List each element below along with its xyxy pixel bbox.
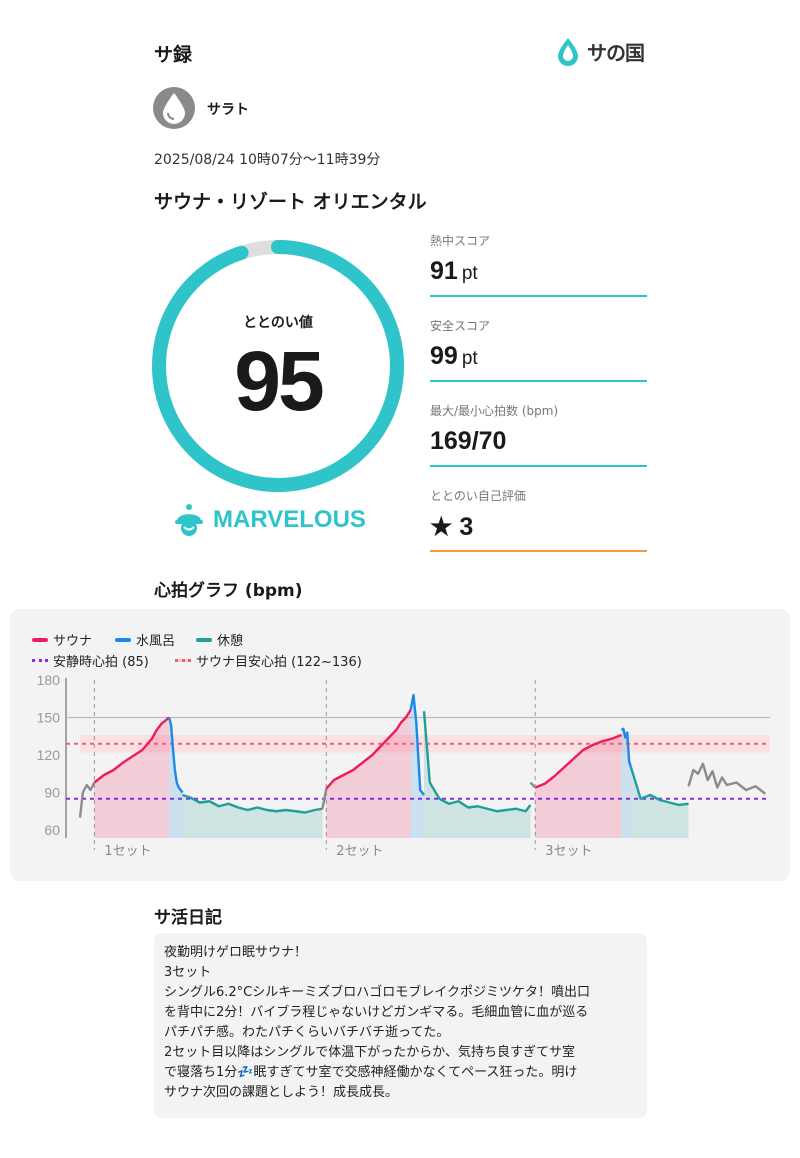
score-value: 95 [234, 334, 324, 428]
stat-value: ★ 3 [430, 513, 474, 541]
series-line-other [78, 781, 96, 818]
visit-datetime: 2025/08/24 10時07分〜11時39分 [154, 152, 381, 168]
target-range-band [80, 735, 770, 753]
diary-line: を背中に2分！バイブラ程じゃないけどガンギマる。毛細血管に血が巡る [164, 1005, 589, 1020]
series-line-sauna [534, 733, 622, 789]
y-tick-label: 120 [37, 747, 61, 763]
legend-swatch [32, 637, 48, 642]
series-line-sauna [325, 709, 412, 790]
legend-label: 休憩 [217, 634, 244, 649]
stat-heart-rate: 最大/最小心拍数 (bpm) 169/70 [430, 402, 647, 467]
y-tick-label: 150 [37, 710, 61, 726]
legend-label: 安静時心拍 (85) [53, 655, 149, 670]
y-tick-label: 90 [44, 785, 60, 801]
page-title: サ録 [154, 44, 193, 66]
score-ring [152, 240, 404, 492]
legend-label: サウナ目安心拍 (122~136) [196, 655, 362, 670]
legend-rest: 休憩 [196, 630, 243, 649]
set-label: 3セット [545, 844, 592, 859]
series-line-rest [629, 767, 689, 807]
set-label: 2セット [336, 844, 383, 859]
legend-label: サウナ [53, 634, 93, 649]
drop-icon [558, 38, 578, 66]
diary-line: サウナ次回の課題としよう！成長成長。 [164, 1085, 399, 1100]
score-ring-progress [152, 240, 404, 492]
stat-value: 99 [430, 342, 458, 370]
legend-cold-bath: 水風呂 [115, 630, 175, 649]
series-area [410, 695, 425, 838]
stat-heat-score: 熱中スコア 91 pt [430, 232, 647, 297]
drop-icon [163, 93, 185, 124]
legend-swatch [115, 637, 131, 642]
stat-label: 熱中スコア [430, 234, 491, 248]
stat-label: 安全スコア [430, 319, 491, 333]
y-tick-label: 60 [44, 822, 60, 838]
series-line-other [321, 788, 328, 809]
brand-logo: サの国 [555, 36, 645, 66]
stat-label: 最大/最小心拍数 (bpm) [430, 404, 559, 418]
series-area [631, 767, 689, 838]
diary-line: 2セット目以降はシングルで体温下がったからか、気持ち良すぎてサ室 [164, 1045, 576, 1060]
stat-unit: pt [461, 263, 478, 284]
legend-swatch [175, 659, 191, 662]
diary-line: パチパチ感。わたパチくらいバチバチ逝ってた。 [164, 1025, 450, 1040]
facility-name[interactable]: サウナ・リゾート オリエンタル [154, 191, 427, 213]
set-label: 1セット [104, 844, 151, 859]
rank-badge: MARVELOUS [173, 503, 366, 537]
diary-title: サ活日記 [154, 908, 222, 928]
series-area [94, 717, 170, 838]
series-line-rest [182, 793, 323, 814]
series-line-cold-bath [167, 717, 184, 794]
diary-line: 3セット [164, 965, 212, 980]
series-line-cold-bath [620, 727, 633, 768]
legend-sauna: サウナ [32, 630, 92, 649]
series-line-cold-bath [409, 693, 425, 796]
rank-label: MARVELOUS [213, 506, 366, 533]
series-line-other [529, 781, 537, 789]
score-label: ととのい値 [243, 315, 313, 331]
stat-label: ととのい自己評価 [430, 489, 526, 503]
legend-resting-hr: 安静時心拍 (85) [32, 651, 149, 670]
y-tick-label: 180 [37, 672, 61, 688]
chart-title: 心拍グラフ (bpm) [154, 581, 303, 601]
series-line-rest [422, 711, 532, 813]
stat-safety-score: 安全スコア 99 pt [430, 317, 647, 382]
stat-unit: pt [461, 348, 478, 369]
diary-line: で寝落ち1分💤眠すぎてサ室で交感神経働かなくてペース狂った。明け [164, 1065, 578, 1080]
sauna-hat-icon [175, 504, 203, 536]
diary-line: 夜勤明けゲロ眠サウナ！ [164, 945, 308, 960]
series-area [326, 710, 411, 838]
user-name[interactable]: サラト [207, 102, 249, 118]
series-area [535, 735, 622, 838]
stat-value: 169/70 [430, 427, 507, 455]
legend-swatch [32, 659, 48, 662]
avatar[interactable] [153, 87, 195, 129]
diary-line: シングル6.2°Cシルキーミズブロハゴロモブレイクポジミツケタ！噴出口 [164, 985, 590, 1000]
heart-rate-chart: 180 150 120 90 60 1セット 2セット 3セット [37, 672, 770, 859]
diary-body: 夜勤明けゲロ眠サウナ！ 3セット シングル6.2°Cシルキーミズブロハゴロモブレ… [154, 933, 647, 1118]
series-line-sauna [93, 716, 170, 784]
stat-self-rating: ととのい自己評価 ★ 3 [430, 487, 647, 552]
stat-value: 91 [430, 257, 458, 285]
series-area [424, 711, 531, 838]
series-line-other [687, 762, 766, 795]
legend-swatch [196, 637, 212, 642]
brand-name: サの国 [587, 40, 645, 65]
legend-sauna-target: サウナ目安心拍 (122~136) [175, 651, 362, 670]
legend-label: 水風呂 [136, 634, 176, 649]
